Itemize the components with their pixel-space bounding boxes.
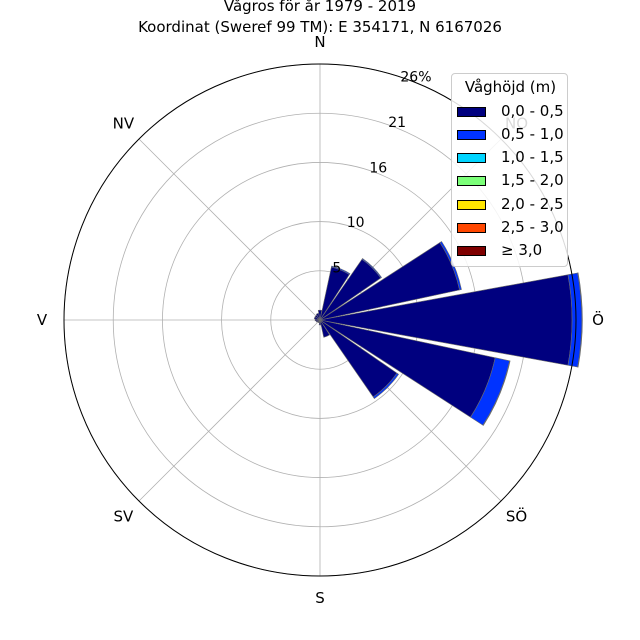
polar-frame (63, 63, 577, 577)
legend-label: 0,0 - 0,5 (501, 102, 564, 120)
direction-label: SÖ (506, 507, 527, 526)
direction-label: SV (114, 508, 135, 526)
direction-label: S (315, 589, 325, 607)
direction-label: NV (113, 114, 135, 132)
rose-bar (577, 272, 583, 368)
rose-bar (319, 319, 331, 338)
legend-swatch (457, 200, 486, 210)
legend-swatch (457, 246, 486, 256)
legend-label: 1,5 - 2,0 (501, 171, 564, 189)
rose-bar (361, 258, 382, 279)
rose-bar (315, 312, 321, 321)
grid-spoke (138, 138, 321, 321)
legend-label: ≥ 3,0 (501, 241, 543, 259)
legend-item: 0,0 - 0,5 (457, 102, 567, 123)
legend-item: 2,0 - 2,5 (457, 195, 567, 216)
grid-spoke (138, 319, 321, 502)
legend-swatch (457, 176, 486, 186)
legend-item: 1,5 - 2,0 (457, 171, 567, 192)
rose-bar (439, 241, 462, 291)
legend-swatch (457, 223, 486, 233)
chart-title: Vågros för år 1979 - 2019 (223, 0, 417, 15)
legend-item: 2,5 - 3,0 (457, 218, 567, 239)
legend-swatch (457, 107, 486, 117)
legend-title: Våghöjd (m) (464, 78, 557, 96)
legend-label: 2,5 - 3,0 (501, 218, 564, 236)
legend-label: 0,5 - 1,0 (501, 125, 564, 143)
radial-tick-label: 10 (347, 215, 365, 231)
radial-tick-label: 5 (332, 261, 341, 277)
chart-subtitle: Koordinat (Sweref 99 TM): E 354171, N 61… (138, 18, 502, 36)
rose-bar (372, 372, 399, 399)
legend-item: ≥ 3,0 (457, 241, 567, 262)
rose-bar (331, 265, 351, 275)
legend-label: 1,0 - 1,5 (501, 148, 564, 166)
legend-label: 2,0 - 2,5 (501, 195, 564, 213)
direction-label: N (314, 33, 325, 51)
rose-bar (482, 360, 511, 426)
rose-bar (318, 319, 322, 326)
legend-swatch (457, 153, 486, 163)
legend-item: 0,5 - 1,0 (457, 125, 567, 146)
direction-label: Ö (592, 310, 604, 329)
legend-swatch (457, 130, 486, 140)
radial-tick-label: 16 (369, 160, 387, 176)
radial-tick-label: 26% (400, 69, 431, 85)
legend-item: 1,0 - 1,5 (457, 148, 567, 169)
legend: Våghöjd (m) 0,0 - 0,5 0,5 - 1,0 1,0 - 1,… (451, 73, 568, 267)
direction-label: V (37, 311, 48, 329)
rose-bar (317, 309, 323, 321)
radial-tick-label: 21 (388, 115, 406, 131)
